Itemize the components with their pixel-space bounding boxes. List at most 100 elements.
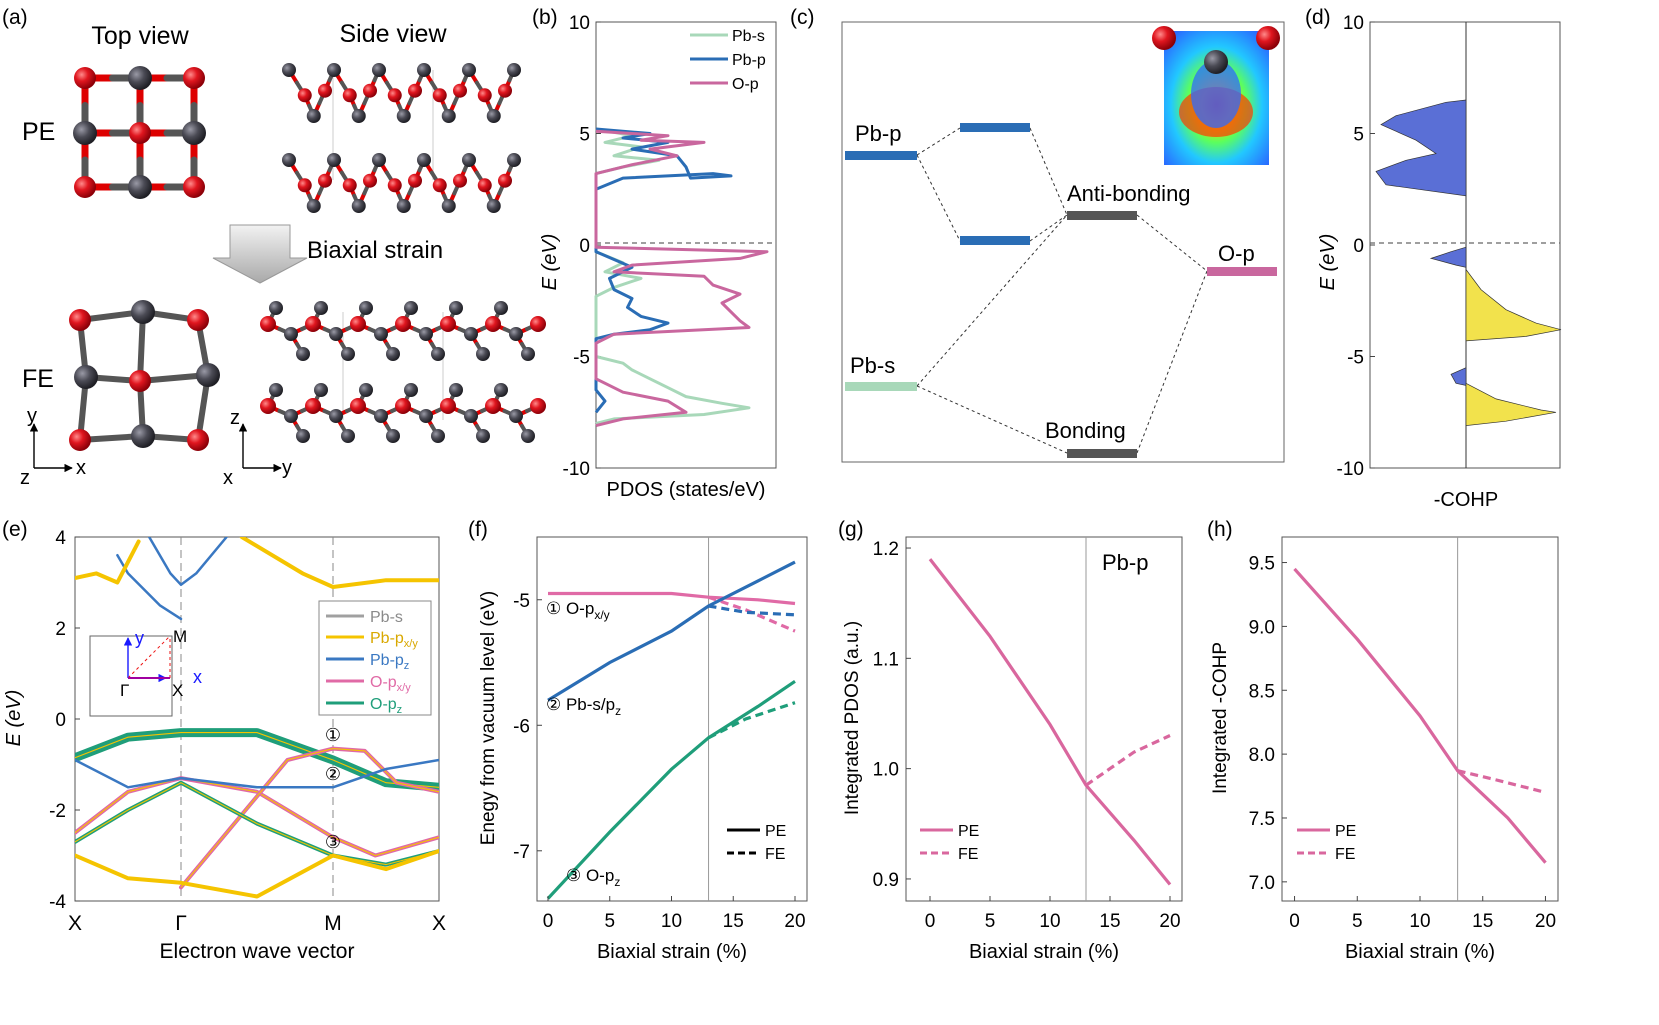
mo-label-bonding: Bonding	[1045, 418, 1126, 443]
axis-left-z: z	[20, 467, 30, 489]
xtick-label: 5	[1352, 911, 1363, 932]
f-ytick-label: -7	[513, 842, 530, 863]
pb-atom	[476, 347, 490, 361]
o-atom	[183, 67, 205, 89]
pb-atom	[374, 327, 388, 341]
pb-atom	[386, 429, 400, 443]
pb-atom	[372, 153, 386, 167]
panel-label-d: (d)	[1305, 6, 1331, 29]
f-label-2: ② Pb-s/pz	[546, 695, 621, 718]
cohp-area-antibonding	[1375, 99, 1467, 197]
o-atom	[297, 88, 312, 103]
axis-right-z: z	[230, 407, 240, 429]
band-core-o-pxy-1	[75, 777, 439, 857]
g-legend-pe: PE	[958, 823, 979, 840]
o-atom	[129, 370, 151, 392]
f-series-o-pz-pe	[546, 679, 796, 900]
pdos-ytick-label: -10	[563, 459, 590, 480]
o-atom	[187, 309, 209, 331]
g-legend: PE FE	[920, 823, 979, 863]
pdos-legend: Pb-s Pb-p O-p	[690, 28, 766, 93]
biaxial-strain-arrow	[212, 224, 308, 284]
f-legend-pe: PE	[765, 823, 786, 840]
o-atom	[453, 83, 467, 98]
h-frame	[1281, 536, 1559, 902]
strain-series-pe	[928, 558, 1172, 886]
mo-level-o-p	[1207, 267, 1277, 276]
o-atom	[305, 398, 321, 414]
pb-atom	[374, 409, 388, 423]
pb-atom	[464, 327, 478, 341]
ytick-label: 7.5	[1249, 809, 1275, 830]
panel-f: 0 5 10 15 20 -5 -6 -7 ① O-px/y ② Pb-s/pz ③ O-pz…	[478, 536, 808, 963]
panel-label-c: (c)	[790, 6, 815, 29]
g-title: Pb-p	[1102, 550, 1148, 575]
g-y-axis-title: Integrated PDOS (a.u.)	[842, 621, 863, 815]
band-pb-pz-low	[116, 553, 183, 621]
pdos-ytick-label: 10	[569, 13, 590, 34]
o-atom	[530, 316, 546, 332]
axis-right-x: x	[223, 467, 233, 489]
o-atom	[453, 173, 467, 188]
band-ytick-label: 4	[55, 528, 66, 549]
pdos-ytick-label: -5	[573, 348, 590, 369]
fe-side-structure	[260, 301, 546, 443]
o-atom	[318, 83, 332, 98]
band-kpoint-label: X	[68, 912, 82, 935]
o-atom	[183, 176, 205, 198]
cohp-x-axis-title: -COHP	[1434, 489, 1498, 511]
o-atom	[477, 178, 492, 193]
h-x-axis-title: Biaxial strain (%)	[1345, 941, 1495, 963]
pb-atom	[464, 409, 478, 423]
pb-atom	[431, 347, 445, 361]
bz-inset: x y Γ X M	[89, 627, 202, 717]
mo-level-pb-p	[845, 151, 917, 160]
cohp-area-antibonding-mid	[1450, 367, 1467, 386]
o-atom	[318, 173, 332, 188]
bz-gamma: Γ	[120, 681, 129, 700]
pb-atom	[296, 347, 310, 361]
panel-c: Pb-p Pb-s O-p Anti-bonding Bonding	[841, 21, 1285, 463]
panel-label-h: (h)	[1207, 518, 1233, 541]
panel-label-g: (g)	[838, 518, 864, 541]
cohp-ytick-label: -5	[1347, 348, 1364, 369]
ytick-label: 7.0	[1249, 873, 1275, 894]
band-ytick-label: 0	[55, 710, 66, 731]
pb-atom	[314, 301, 328, 315]
pb-atom	[507, 63, 521, 77]
h-y-axis-title: Integrated -COHP	[1210, 642, 1231, 794]
band-y-axis-title: E (eV)	[3, 690, 25, 747]
cohp-area-bonding	[1465, 268, 1562, 342]
o-atom	[350, 398, 366, 414]
mo-frame	[841, 21, 1285, 463]
strain-series-pe	[1293, 567, 1547, 864]
pe-side-structure	[282, 63, 521, 213]
pb-atom	[327, 63, 341, 77]
xtick-label: 10	[1039, 911, 1060, 932]
o-atom	[260, 398, 276, 414]
fe-label: FE	[22, 365, 54, 393]
o-atom	[408, 83, 422, 98]
mo-level-anti-bonding	[1067, 211, 1137, 220]
xtick-label: 5	[985, 911, 996, 932]
axis-left-y: y	[27, 405, 37, 427]
band-kpoint-label: M	[324, 912, 342, 935]
xtick-label: 10	[1409, 911, 1430, 932]
o-atom	[342, 88, 357, 103]
xtick-label: 15	[1472, 911, 1493, 932]
f-xtick-label: 15	[723, 911, 744, 932]
g-x-axis-title: Biaxial strain (%)	[969, 941, 1119, 963]
panel-b: 10 5 0 -5 -10 Pb-s Pb-p O-p E (eV) PDOS (sta…	[539, 13, 777, 501]
f-label-3: ③ O-pz	[566, 866, 620, 889]
pb-atom	[417, 63, 431, 77]
f-label-1: ① O-px/y	[546, 599, 610, 622]
band-frame	[74, 536, 440, 902]
mo-label-pb-s: Pb-s	[850, 353, 895, 378]
fe-top-structure	[69, 300, 220, 451]
panel-a: Top view Side view PE FE Biaxial strain …	[20, 20, 546, 489]
pb-atom	[449, 301, 463, 315]
o-atom	[432, 88, 447, 103]
mo-label-pb-p: Pb-p	[855, 121, 901, 146]
strain-series-fe	[1085, 734, 1171, 787]
pe-label: PE	[22, 118, 55, 146]
